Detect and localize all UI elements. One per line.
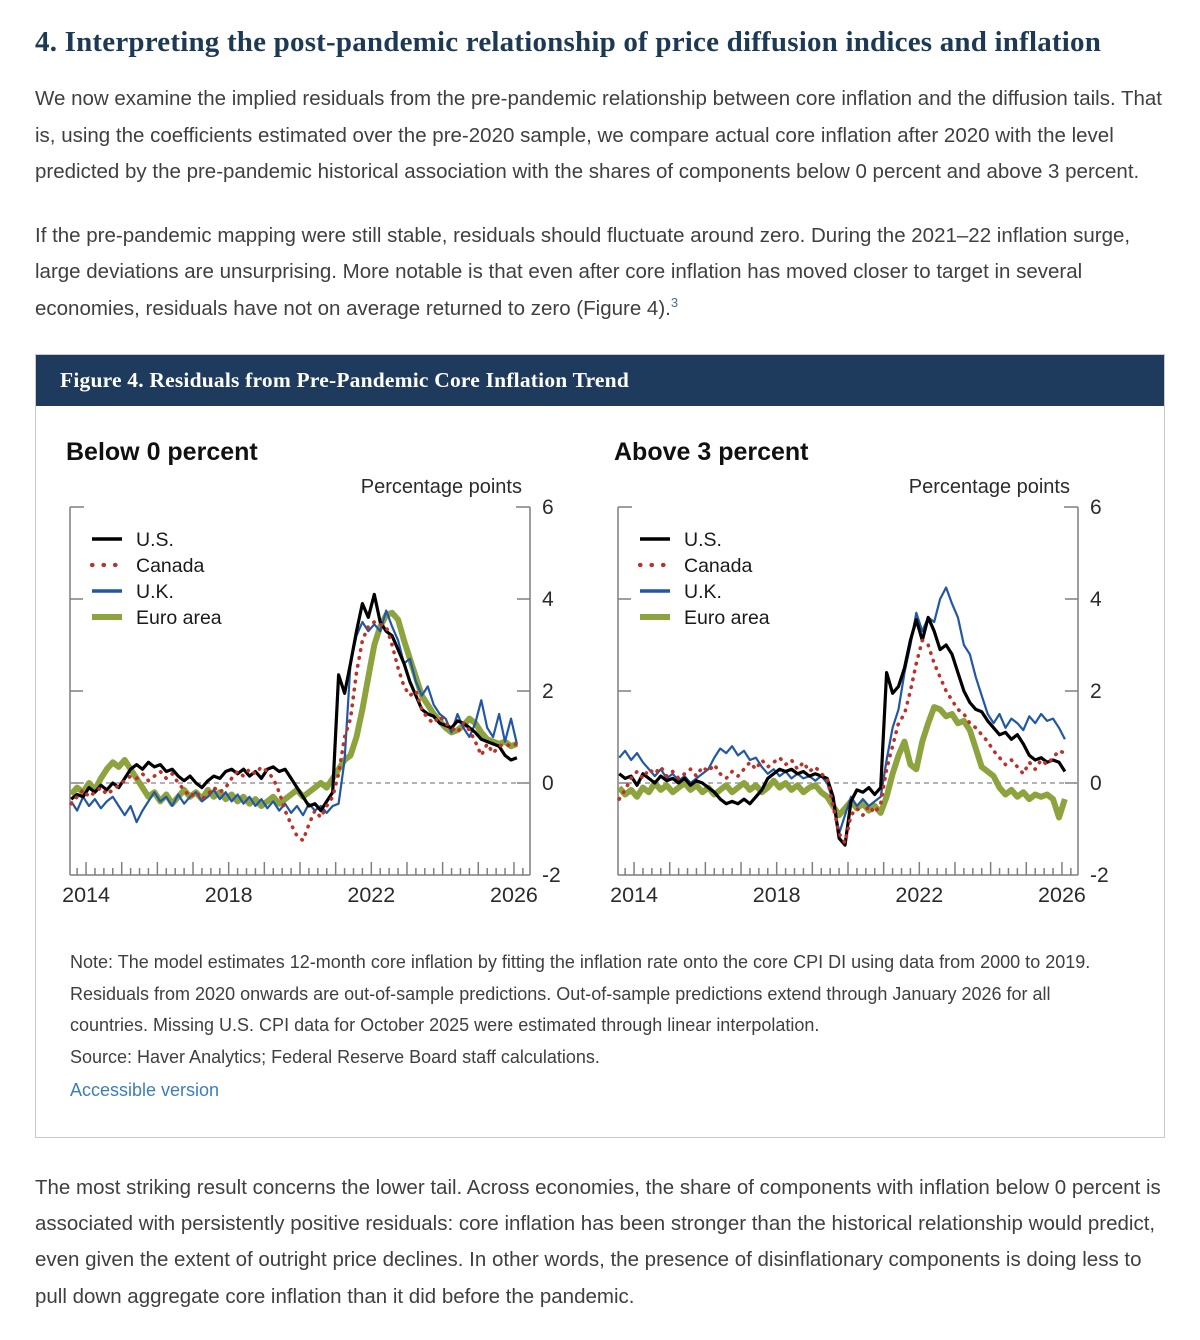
legend-label: Canada xyxy=(684,555,752,577)
y-tick-label: -2 xyxy=(542,864,561,887)
legend-label: U.S. xyxy=(684,529,722,551)
paragraph-2-text: If the pre-pandemic mapping were still s… xyxy=(35,223,1131,320)
footnote-3-link[interactable]: 3 xyxy=(670,294,679,310)
charts-row: Below 0 percent Percentage points 6 4 2 0 -2 2… xyxy=(60,430,1142,929)
x-tick-label: 2018 xyxy=(205,883,253,907)
series-u-k- xyxy=(70,609,518,824)
legend-label: U.K. xyxy=(684,581,722,603)
x-tick-label: 2026 xyxy=(490,883,538,907)
chart-canvas-above-3: Percentage points 6 4 2 0 -2 2014 2018 2022 2026 U… xyxy=(610,476,1109,907)
x-tick-label: 2014 xyxy=(62,883,110,907)
figure-4-box: Figure 4. Residuals from Pre-Pandemic Co… xyxy=(35,354,1165,1138)
x-tick-label: 2018 xyxy=(753,883,801,907)
y-tick-label: 6 xyxy=(542,496,554,519)
paragraph-1: We now examine the implied residuals fro… xyxy=(35,87,1162,184)
paragraph-2: If the pre-pandemic mapping were still s… xyxy=(35,218,1165,327)
chart-above-3-percent: Above 3 percent Percentage points 6 4 2 0 -2 2… xyxy=(608,430,1130,929)
legend-label: U.S. xyxy=(136,529,174,551)
legend-label: Canada xyxy=(136,555,204,577)
x-tick-label: 2014 xyxy=(610,883,658,907)
figure-body: Below 0 percent Percentage points 6 4 2 0 -2 2… xyxy=(36,406,1164,1137)
y-tick-label: 0 xyxy=(542,772,554,795)
legend-label: Euro area xyxy=(684,607,770,629)
series-canada xyxy=(69,620,519,843)
chart-title-right: Above 3 percent xyxy=(614,438,809,467)
accessible-version-link[interactable]: Accessible version xyxy=(70,1080,220,1101)
section-heading: 4. Interpreting the post-pandemic relati… xyxy=(35,26,1102,58)
series-canada xyxy=(617,638,1067,845)
paragraph-3: The most striking result concerns the lo… xyxy=(35,1175,1161,1308)
y-tick-label: 4 xyxy=(1090,588,1102,611)
series-euro-area xyxy=(616,704,1068,821)
y-tick-label: 6 xyxy=(1090,496,1102,519)
y-tick-label: -2 xyxy=(1090,864,1109,887)
figure-source: Source: Haver Analytics; Federal Reserve… xyxy=(70,1046,600,1067)
figure-title-bar: Figure 4. Residuals from Pre-Pandemic Co… xyxy=(36,355,1164,407)
y-tick-label: 2 xyxy=(1090,680,1102,703)
chart-below-0-percent: Below 0 percent Percentage points 6 4 2 0 -2 2… xyxy=(60,430,582,929)
figure-note: Note: The model estimates 12-month core … xyxy=(70,952,1091,1036)
y-axis-label: Percentage points xyxy=(361,476,522,498)
figure-note-block: Note: The model estimates 12-month core … xyxy=(60,947,1142,1107)
series-u-s- xyxy=(70,592,518,813)
y-tick-label: 2 xyxy=(542,680,554,703)
y-tick-label: 4 xyxy=(542,588,554,611)
figure-title: Figure 4. Residuals from Pre-Pandemic Co… xyxy=(60,368,629,393)
legend-label: Euro area xyxy=(136,607,222,629)
x-tick-label: 2022 xyxy=(347,883,395,907)
legend-label: U.K. xyxy=(136,581,174,603)
chart-title-left: Below 0 percent xyxy=(66,438,258,467)
chart-canvas-below-0: Percentage points 6 4 2 0 -2 2014 2018 2022 2026 U… xyxy=(62,476,561,907)
x-tick-label: 2022 xyxy=(895,883,943,907)
y-axis-label: Percentage points xyxy=(909,476,1070,498)
series-u-k- xyxy=(618,586,1066,835)
series-u-s- xyxy=(618,615,1067,847)
y-tick-label: 0 xyxy=(1090,772,1102,795)
x-tick-label: 2026 xyxy=(1038,883,1086,907)
